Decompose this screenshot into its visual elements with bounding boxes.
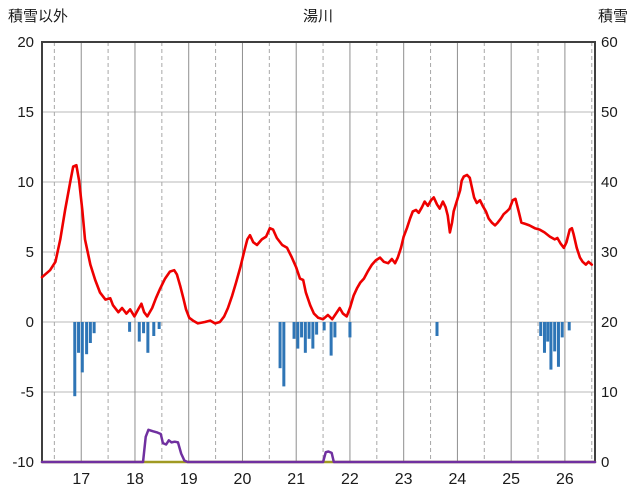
precip-bar (296, 322, 300, 349)
x-tick-label: 20 (234, 471, 252, 488)
y-left-tick-label: -10 (12, 454, 34, 471)
y-left-tick-label: 0 (26, 314, 34, 331)
precip-bar (560, 322, 564, 338)
y-left-tick-label: 20 (17, 34, 34, 51)
precip-bar (300, 322, 304, 338)
precip-bar (567, 322, 571, 331)
precip-bar (88, 322, 92, 343)
precip-bar (307, 322, 311, 339)
precip-bar (329, 322, 333, 356)
precip-bar (80, 322, 84, 373)
precip-bar (539, 322, 543, 336)
x-tick-label: 24 (449, 471, 467, 488)
precip-bar (546, 322, 550, 342)
precip-bar (311, 322, 315, 349)
precip-bar (348, 322, 352, 338)
y-right-tick-label: 60 (601, 34, 618, 51)
x-tick-label: 22 (341, 471, 359, 488)
precip-bar (157, 322, 161, 329)
precip-bar (85, 322, 89, 355)
precip-bar (553, 322, 557, 352)
y-right-tick-label: 30 (601, 244, 618, 261)
y-right-tick-label: 40 (601, 174, 618, 191)
precip-bar (315, 322, 319, 335)
precip-bar (435, 322, 439, 336)
left-axis-title: 積雪以外 (8, 8, 69, 25)
precip-bar (333, 322, 337, 338)
precip-bar (146, 322, 150, 353)
precip-bar (278, 322, 282, 369)
precip-bar (73, 322, 77, 397)
x-tick-label: 26 (556, 471, 574, 488)
precip-bar (303, 322, 307, 353)
y-right-tick-label: 0 (601, 454, 609, 471)
x-tick-label: 21 (287, 471, 305, 488)
y-left-tick-label: -5 (21, 384, 34, 401)
precip-bar (142, 322, 146, 334)
x-tick-label: 25 (502, 471, 520, 488)
chart-title: 湯川 (302, 8, 333, 25)
y-right-tick-label: 20 (601, 314, 618, 331)
precip-bar (542, 322, 546, 353)
y-left-tick-label: 10 (17, 174, 34, 191)
precip-bar (137, 322, 141, 342)
right-axis-title: 積雪 (597, 8, 628, 25)
precip-bar (77, 322, 81, 353)
precip-bar (292, 322, 296, 339)
precip-bar (556, 322, 560, 367)
y-left-tick-label: 15 (17, 104, 34, 121)
precip-bar (128, 322, 132, 332)
snow-depth-series (40, 428, 597, 464)
x-tick-label: 19 (180, 471, 198, 488)
y-right-tick-label: 10 (601, 384, 618, 401)
y-left-tick-label: 5 (26, 244, 34, 261)
precip-bar (152, 322, 156, 336)
temperature-series (40, 163, 594, 325)
precip-bar (322, 322, 326, 331)
precip-bar (92, 322, 96, 334)
x-tick-label: 17 (72, 471, 90, 488)
precip-bar (549, 322, 553, 370)
precip-bar (282, 322, 286, 387)
y-right-tick-label: 50 (601, 104, 618, 121)
x-tick-label: 18 (126, 471, 144, 488)
x-tick-label: 23 (395, 471, 413, 488)
